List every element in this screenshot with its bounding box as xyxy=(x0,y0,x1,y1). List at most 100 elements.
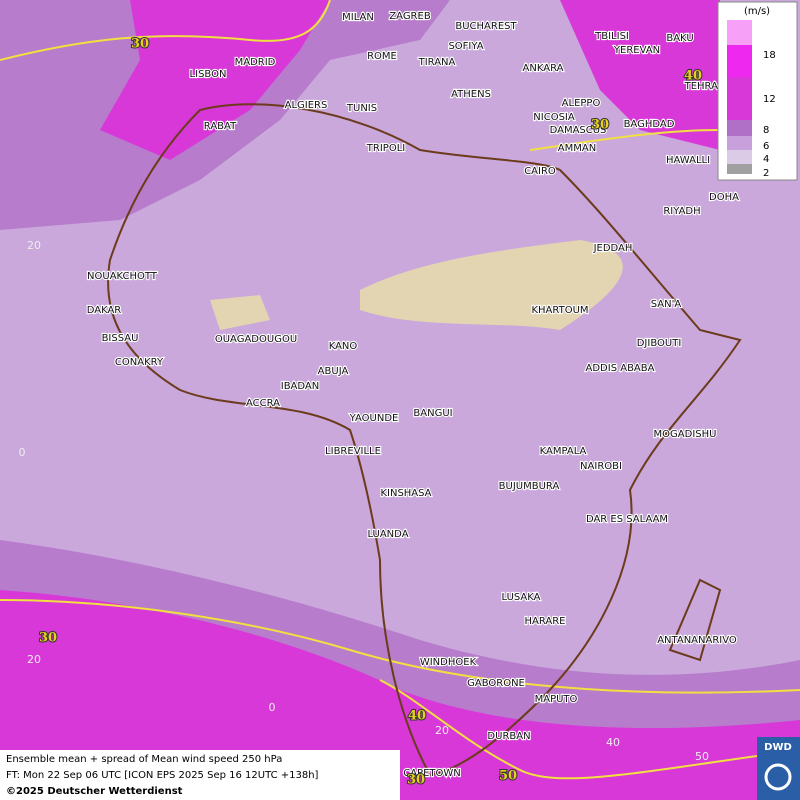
contour-label: 30 xyxy=(407,773,425,788)
calm-zone xyxy=(360,240,623,330)
city-label: MADRID xyxy=(235,57,276,68)
contour-label: 40 xyxy=(684,69,702,84)
jet-core xyxy=(0,590,800,800)
city-label: DAKAR xyxy=(87,305,122,316)
city-label: ACCRA xyxy=(246,398,280,409)
city-label: KANO xyxy=(329,341,358,352)
city-label: CONAKRY xyxy=(115,357,164,368)
contour-label: 30 xyxy=(591,118,609,133)
city-label: LUSAKA xyxy=(502,592,541,603)
contour xyxy=(0,0,331,61)
grid-label: 40 xyxy=(606,736,620,749)
contour-label: 50 xyxy=(499,769,517,784)
city-label: LUANDA xyxy=(367,529,408,540)
city-label: LIBREVILLE xyxy=(325,446,381,457)
city-label: ROME xyxy=(367,51,397,62)
city-label: MAPUTO xyxy=(535,694,578,705)
city-label: RABAT xyxy=(204,121,237,132)
city-label: RIYADH xyxy=(663,206,700,217)
legend-level: 2 xyxy=(763,168,769,179)
city-label: ATHENS xyxy=(451,89,491,100)
contour-label: 30 xyxy=(131,37,149,52)
city-label: NICOSIA xyxy=(533,112,575,123)
city-label: ADDIS ABABA xyxy=(586,363,655,374)
city-label: TRIPOLI xyxy=(366,143,405,154)
city-label: KAMPALA xyxy=(540,446,587,457)
city-label: BUJUMBURA xyxy=(499,481,560,492)
city-label: ANTANANARIVO xyxy=(657,635,737,646)
contour xyxy=(0,599,800,694)
footer-text: ©2025 Deutscher Wetterdienst xyxy=(6,786,183,797)
grid-label: 20 xyxy=(435,724,449,737)
legend-swatch xyxy=(727,45,752,77)
city-label: BAGHDAD xyxy=(624,119,675,130)
city-label: KHARTOUM xyxy=(531,305,588,316)
city-label: NOUAKCHOTT xyxy=(87,271,158,282)
city-label: BANGUI xyxy=(413,408,452,419)
legend-swatch xyxy=(727,77,752,120)
city-label: YEREVAN xyxy=(613,45,660,56)
footer-text: Ensemble mean + spread of Mean wind spee… xyxy=(6,754,282,765)
city-label: DOHA xyxy=(709,192,739,203)
coastline xyxy=(668,578,722,662)
city-label: TBILISI xyxy=(594,31,629,42)
city-label: HAWALLI xyxy=(666,155,710,166)
city-label: BISSAU xyxy=(102,333,139,344)
city-label: DAR ES SALAAM xyxy=(586,514,668,525)
legend-swatch xyxy=(727,164,752,174)
city-label: MOGADISHU xyxy=(654,429,717,440)
city-label: BAKU xyxy=(666,33,693,44)
city-label: CAPETOWN xyxy=(403,768,461,779)
city-label: CAIRO xyxy=(524,166,556,177)
legend-swatch xyxy=(727,136,752,150)
city-label: SOFIYA xyxy=(448,41,483,52)
city-label: JEDDAH xyxy=(593,243,633,254)
city-label: ALEPPO xyxy=(562,98,601,109)
legend-level: 8 xyxy=(763,125,769,136)
grid-label: 20 xyxy=(27,653,41,666)
legend-swatch xyxy=(727,150,752,164)
city-label: HARARE xyxy=(524,616,565,627)
city-label: AMMAN xyxy=(558,143,596,154)
legend-swatch xyxy=(727,20,752,45)
logo-swirl xyxy=(764,763,792,791)
city-label: OUAGADOUGOU xyxy=(215,334,297,345)
city-label: ABUJA xyxy=(318,366,349,377)
legend-swatch xyxy=(727,120,752,136)
city-label: TIRANA xyxy=(418,57,456,68)
city-label: MILAN xyxy=(342,12,374,23)
footer xyxy=(0,750,400,800)
city-label: TEHRAN xyxy=(684,81,726,92)
city-label: DJIBOUTI xyxy=(637,338,682,349)
calm-zone xyxy=(210,295,270,330)
coastline xyxy=(107,103,742,777)
legend-level: 4 xyxy=(763,154,769,165)
city-label: BUCHAREST xyxy=(455,21,517,32)
logo-text: DWD xyxy=(764,742,792,753)
city-label: NAIROBI xyxy=(580,461,622,472)
grid-label: 50 xyxy=(695,750,709,763)
grid-label: 20 xyxy=(27,239,41,252)
city-label: DAMASCUS xyxy=(550,125,607,136)
city-label: WINDHOEK xyxy=(420,657,477,668)
grid-label: 0 xyxy=(19,446,26,459)
contour xyxy=(529,129,721,151)
contour-label: 40 xyxy=(408,709,426,724)
city-label: LISBON xyxy=(190,69,227,80)
city-label: KINSHASA xyxy=(380,488,431,499)
city-label: IBADAN xyxy=(281,381,320,392)
grid-label: 0 xyxy=(269,701,276,714)
city-label: YAOUNDE xyxy=(349,413,399,424)
city-label: ANKARA xyxy=(523,63,564,74)
legend-level: 12 xyxy=(763,94,776,105)
city-label: ALGIERS xyxy=(285,100,328,111)
contour xyxy=(379,679,800,780)
legend-level: 6 xyxy=(763,141,769,152)
footer-text: FT: Mon 22 Sep 06 UTC [ICON EPS 2025 Sep… xyxy=(6,770,319,781)
legend-level: 18 xyxy=(763,50,776,61)
jet-core xyxy=(560,0,720,150)
city-label: ZAGREB xyxy=(389,11,431,22)
contour-label: 30 xyxy=(39,631,57,646)
city-label: TUNIS xyxy=(346,103,377,114)
